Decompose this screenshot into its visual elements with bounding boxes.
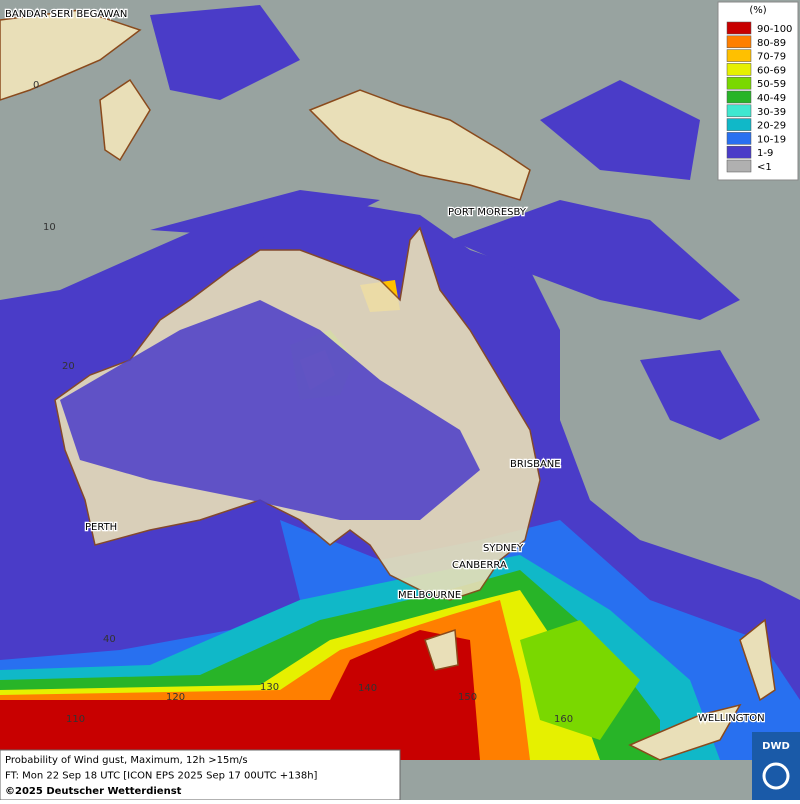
place-label: PERTH — [85, 522, 117, 533]
legend-label: 70-79 — [757, 52, 786, 63]
longitude-label: 160 — [554, 714, 573, 725]
longitude-label: 120 — [166, 692, 185, 703]
legend-swatch — [726, 145, 752, 159]
place-label: PORT MORESBY — [448, 207, 527, 218]
place-label: BRISBANE — [510, 459, 561, 470]
place-label: SYDNEY — [483, 543, 524, 554]
legend-label: 80-89 — [757, 38, 786, 49]
longitude-label: 150 — [458, 692, 477, 703]
legend-swatch — [726, 104, 752, 118]
legend-swatch — [726, 49, 752, 62]
legend-label: 20-29 — [757, 121, 786, 132]
legend-label: 40-49 — [757, 93, 786, 104]
legend-label: 50-59 — [757, 79, 786, 90]
logo-mark — [762, 762, 790, 790]
legend-title: (%) — [749, 5, 766, 16]
legend-label: 90-100 — [757, 24, 792, 35]
legend-label: 30-39 — [757, 107, 786, 118]
precip-overlay — [60, 300, 480, 520]
logo: DWD — [762, 741, 790, 752]
legend-label: 10-19 — [757, 134, 786, 145]
legend-label: <1 — [757, 162, 772, 173]
legend-swatch — [726, 90, 752, 104]
caption-line: ©2025 Deutscher Wetterdienst — [5, 786, 182, 797]
legend-swatch — [726, 63, 752, 76]
latitude-label: 0 — [33, 80, 39, 91]
longitude-label: 140 — [358, 683, 377, 694]
place-label: BANDAR SERI BEGAWAN — [5, 9, 127, 20]
legend-swatch — [726, 118, 752, 131]
place-label: WELLINGTON — [698, 713, 765, 724]
legend-swatch — [726, 132, 752, 145]
caption-line: FT: Mon 22 Sep 18 UTC [ICON EPS 2025 Sep… — [5, 771, 318, 782]
latitude-label: 20 — [62, 361, 75, 372]
longitude-label: 130 — [260, 682, 279, 693]
longitude-label: 110 — [66, 714, 85, 725]
legend-swatch — [726, 76, 752, 90]
legend-label: 1-9 — [757, 148, 773, 159]
legend-swatch — [726, 159, 752, 173]
legend-swatch — [726, 21, 752, 35]
place-label: MELBOURNE — [398, 590, 461, 601]
latitude-label: 40 — [103, 634, 116, 645]
legend-swatch — [726, 35, 752, 49]
place-label: CANBERRA — [452, 560, 507, 571]
latitude-label: 10 — [43, 222, 56, 233]
caption-line: Probability of Wind gust, Maximum, 12h >… — [5, 755, 248, 766]
caption-box — [0, 749, 401, 801]
legend-label: 60-69 — [757, 65, 786, 76]
